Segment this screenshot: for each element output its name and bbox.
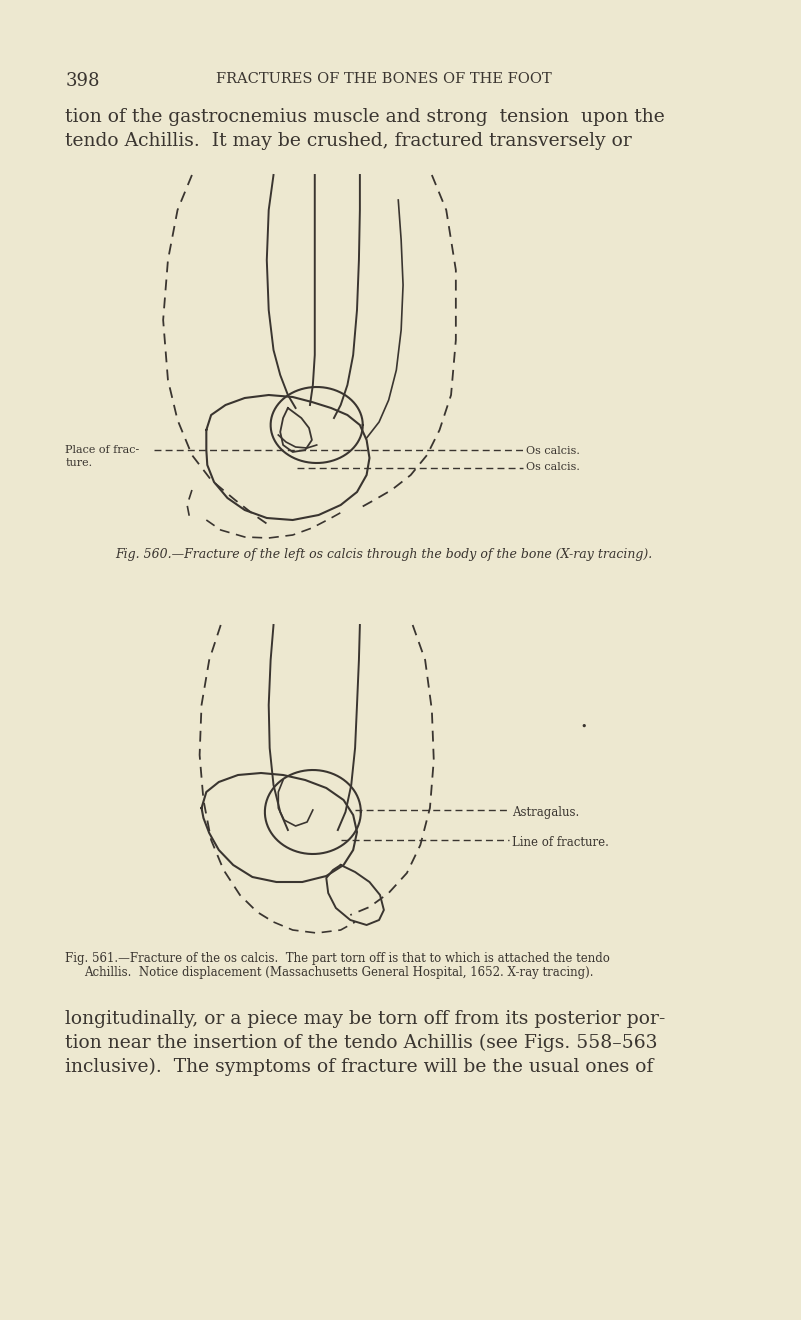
Text: Os calcis.: Os calcis.	[526, 446, 580, 455]
Text: Fig. 560.—Fracture of the left os calcis through the body of the bone (X-ray tra: Fig. 560.—Fracture of the left os calcis…	[115, 548, 653, 561]
Text: Fig. 561.—Fracture of the os calcis.  The part torn off is that to which is atta: Fig. 561.—Fracture of the os calcis. The…	[65, 952, 610, 965]
Text: inclusive).  The symptoms of fracture will be the usual ones of: inclusive). The symptoms of fracture wil…	[65, 1059, 654, 1076]
Text: •: •	[581, 722, 587, 733]
Text: 398: 398	[65, 73, 100, 90]
Text: ture.: ture.	[65, 458, 92, 469]
Text: Os calcis.: Os calcis.	[526, 462, 580, 473]
Text: Astragalus.: Astragalus.	[513, 807, 580, 818]
Text: FRACTURES OF THE BONES OF THE FOOT: FRACTURES OF THE BONES OF THE FOOT	[216, 73, 552, 86]
Text: tendo Achillis.  It may be crushed, fractured transversely or: tendo Achillis. It may be crushed, fract…	[65, 132, 632, 150]
Text: Line of fracture.: Line of fracture.	[513, 836, 610, 849]
Text: tion of the gastrocnemius muscle and strong  tension  upon the: tion of the gastrocnemius muscle and str…	[65, 108, 665, 125]
Text: Achillis.  Notice displacement (Massachusetts General Hospital, 1652. X-ray trac: Achillis. Notice displacement (Massachus…	[84, 966, 594, 979]
Text: longitudinally, or a piece may be torn off from its posterior por-: longitudinally, or a piece may be torn o…	[65, 1010, 666, 1028]
Text: tion near the insertion of the tendo Achillis (see Figs. 558–563: tion near the insertion of the tendo Ach…	[65, 1034, 658, 1052]
Text: Place of frac-: Place of frac-	[65, 445, 139, 455]
